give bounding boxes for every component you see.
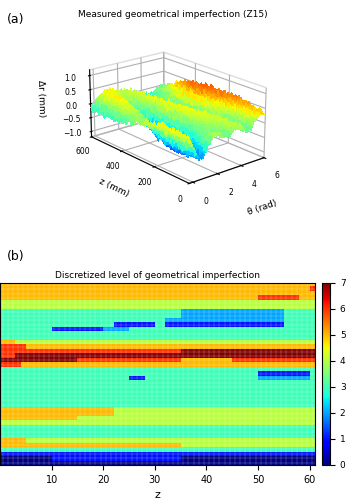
X-axis label: z: z	[155, 490, 160, 500]
Title: Discretized level of geometrical imperfection: Discretized level of geometrical imperfe…	[55, 272, 260, 280]
X-axis label: θ (rad): θ (rad)	[246, 198, 278, 217]
Text: (b): (b)	[7, 250, 25, 263]
Y-axis label: z (mm): z (mm)	[98, 176, 130, 199]
Title: Measured geometrical imperfection (Z15): Measured geometrical imperfection (Z15)	[78, 10, 268, 19]
Text: (a): (a)	[7, 12, 25, 26]
